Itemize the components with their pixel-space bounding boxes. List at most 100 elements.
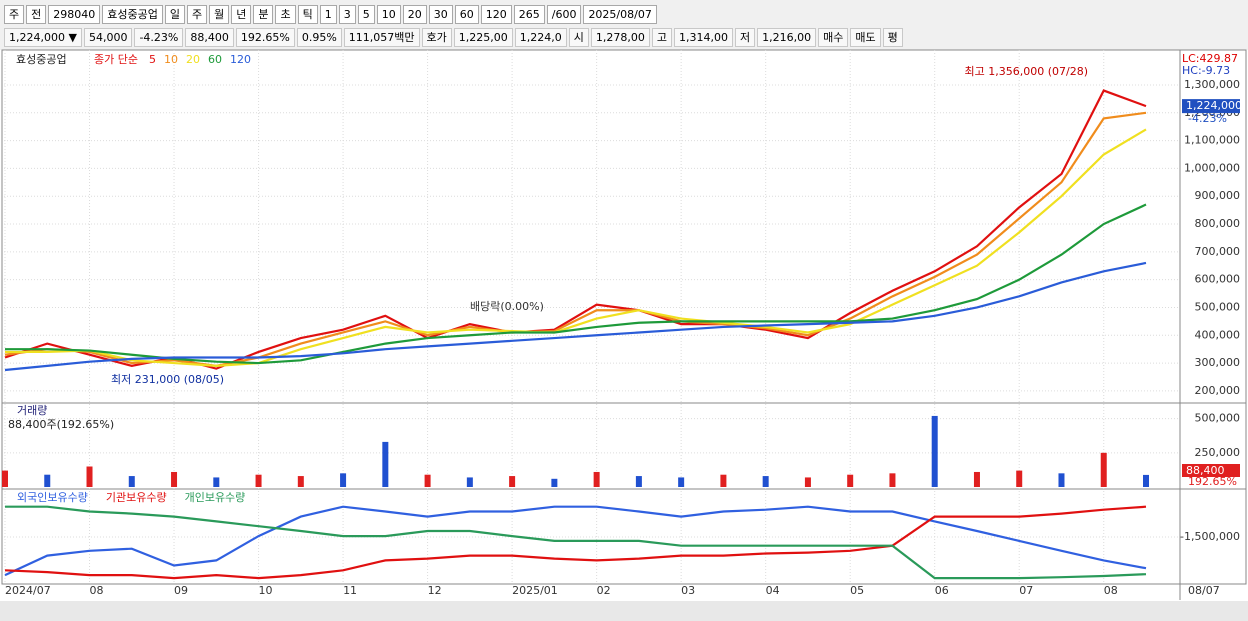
annotation: 배당락(0.00%) xyxy=(470,300,544,313)
toolbar-button[interactable]: 틱 xyxy=(297,4,318,24)
y-tick-label: 500,000 xyxy=(1195,412,1241,425)
toolbar-button[interactable]: 전 xyxy=(26,4,47,24)
quote-field: 111,057백만 xyxy=(343,27,420,47)
last-price-box xyxy=(1182,99,1240,114)
series-line xyxy=(5,505,1147,580)
series-line xyxy=(4,111,1147,367)
toolbar-button[interactable]: /600 xyxy=(546,4,582,24)
volume-bar xyxy=(297,476,304,487)
y-tick-label: -1,500,000 xyxy=(1180,530,1240,543)
toolbar-button[interactable]: 60 xyxy=(454,4,479,24)
toolbar: 주 전 298040 효성중공업 일 주 월 년 분 초 틱 1 3 5 10 20 30 60 120 265/60… xyxy=(0,3,1248,25)
series-line xyxy=(5,128,1147,367)
volume-bar xyxy=(382,441,389,487)
volume-bar xyxy=(593,471,600,487)
quote-field: 1,224,000 ▼ xyxy=(4,27,82,47)
quote-field: 1,216,00 xyxy=(757,27,817,47)
quote-field: 고 xyxy=(651,27,672,47)
x-tick-label: 12 xyxy=(428,584,442,597)
volume-bar xyxy=(931,415,938,487)
quote-field: 0.95% xyxy=(296,27,342,47)
toolbar-button[interactable]: 2025/08/07 xyxy=(583,4,657,24)
toolbar-button[interactable]: 년 xyxy=(231,4,252,24)
quote-field: 시 xyxy=(568,27,589,47)
toolbar-button[interactable]: 1 xyxy=(319,4,337,24)
volume-bar xyxy=(804,477,811,487)
toolbar-button[interactable]: 주 xyxy=(186,4,208,24)
y-tick-label: 200,000 xyxy=(1195,384,1241,397)
volume-bar xyxy=(171,471,178,487)
x-tick-label: 2024/07 xyxy=(5,584,51,597)
toolbar-button[interactable]: 265 xyxy=(513,4,545,24)
chart-title: 효성중공업 xyxy=(16,53,67,66)
x-tick-label: 04 xyxy=(766,584,780,597)
toolbar-button[interactable]: 30 xyxy=(428,4,453,24)
volume-bar xyxy=(340,473,347,487)
scroll-bar[interactable] xyxy=(0,601,1248,621)
series-line xyxy=(4,505,1147,580)
toolbar-button[interactable]: 10 xyxy=(376,4,401,24)
toolbar-button[interactable]: 초 xyxy=(275,4,296,24)
toolbar-button[interactable]: 120 xyxy=(480,4,512,24)
volume-bar xyxy=(255,474,262,487)
x-tick-label: 11 xyxy=(343,584,357,597)
x-tick-label: 03 xyxy=(681,584,695,597)
y-tick-label: 800,000 xyxy=(1195,217,1241,230)
volume-bar xyxy=(847,474,854,487)
chart-subtitle: 88,400주(192.65%) xyxy=(8,418,114,431)
change-label: -4.23% xyxy=(1188,112,1227,125)
lc-label: LC:429.87 xyxy=(1182,52,1238,65)
volume-bar xyxy=(762,476,769,487)
volume-bar xyxy=(1100,452,1107,487)
x-tick-label: 06 xyxy=(935,584,949,597)
last-volume-label: 88,400 xyxy=(1186,464,1225,477)
quote-field: 1,314,00 xyxy=(673,27,733,47)
y-tick-label: 1,000,000 xyxy=(1184,161,1240,174)
quote-field: 평 xyxy=(882,27,903,47)
toolbar-button[interactable]: 월 xyxy=(209,4,230,24)
toolbar-button[interactable]: 효성중공업 xyxy=(102,4,163,24)
volume-bar xyxy=(635,476,642,487)
toolbar-button[interactable]: 분 xyxy=(253,4,274,24)
legend-entry: 외국인보유수량 xyxy=(17,491,88,504)
x-end-label: 08/07 xyxy=(1188,584,1220,597)
x-tick-label: 10 xyxy=(259,584,273,597)
x-tick-label: 2025/01 xyxy=(512,584,558,597)
legend-entry: 5 xyxy=(149,53,156,66)
annotation: 최저 231,000 (08/05) xyxy=(111,373,224,386)
legend-entry: 60 xyxy=(208,53,222,66)
legend-entry: 120 xyxy=(230,53,251,66)
series-line xyxy=(4,505,1147,577)
series-line xyxy=(5,203,1147,365)
hc-label: HC:-9.73 xyxy=(1182,64,1230,77)
toolbar-button[interactable]: 일 xyxy=(164,4,185,24)
quote-field: 1,224,0 xyxy=(514,27,567,47)
legend-entry: 개인보유수량 xyxy=(185,491,246,504)
toolbar-button[interactable]: 3 xyxy=(338,4,356,24)
legend-entry: 20 xyxy=(186,53,200,66)
toolbar-button[interactable]: 5 xyxy=(357,4,375,24)
toolbar-button[interactable]: 298040 xyxy=(48,4,101,24)
volume-bar xyxy=(2,470,8,487)
volume-bar xyxy=(213,477,220,487)
legend-label: 종가 단순 xyxy=(94,53,138,66)
volume-bar xyxy=(424,474,431,487)
quote-field: 88,400 xyxy=(185,27,234,47)
volume-bar xyxy=(44,474,51,487)
y-tick-label: 400,000 xyxy=(1195,328,1241,341)
quote-field: 매도 xyxy=(850,27,881,47)
y-tick-label: 700,000 xyxy=(1195,245,1241,258)
quote-field: 1,278,00 xyxy=(590,27,650,47)
toolbar-button[interactable]: 주 xyxy=(4,4,25,24)
change-label: 192.65% xyxy=(1188,475,1237,488)
series-line xyxy=(4,261,1147,372)
toolbar-button[interactable]: 20 xyxy=(402,4,427,24)
volume-bar xyxy=(509,476,516,487)
volume-bar xyxy=(1058,473,1065,487)
y-tick-label: 500,000 xyxy=(1195,300,1241,313)
volume-bar xyxy=(678,477,685,487)
x-tick-label: 07 xyxy=(1019,584,1033,597)
x-tick-label: 02 xyxy=(597,584,611,597)
volume-bar xyxy=(973,471,980,487)
